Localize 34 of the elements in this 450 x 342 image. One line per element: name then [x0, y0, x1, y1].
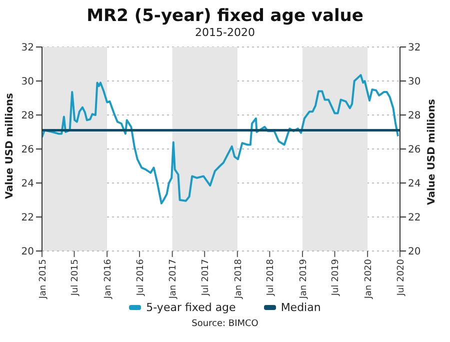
y-axis-title: Value USD millions: [4, 93, 16, 199]
y-tick-label: 26: [21, 144, 34, 156]
y-tick-label: 32: [21, 42, 34, 54]
y2-axis-title: Value USD millions: [426, 98, 438, 205]
y2-tick-label: 28: [408, 110, 421, 122]
x-tick-label: Jul 2016: [136, 258, 146, 297]
x-tick-label: Jan 2017: [168, 259, 179, 300]
x-tick-label: Jul 2018: [266, 258, 276, 297]
y2-tick-label: 30: [408, 76, 421, 88]
y2-tick-label: 22: [408, 212, 421, 224]
chart-title: MR2 (5-year) fixed age value: [86, 6, 364, 26]
legend-label: Median: [280, 301, 321, 314]
y-tick-label: 24: [21, 178, 34, 190]
y2-tick-label: 20: [408, 246, 421, 258]
x-tick-label: Jan 2018: [234, 258, 244, 300]
x-tick-label: Jan 2016: [103, 258, 114, 300]
y-tick-label: 20: [21, 246, 34, 258]
x-tick-label: Jul 2017: [200, 259, 211, 297]
y2-tick-label: 32: [408, 42, 421, 54]
y2-tick-label: 26: [408, 144, 421, 156]
x-tick-label: Jan 2015: [38, 259, 48, 300]
y-tick-label: 28: [21, 110, 34, 122]
x-tick-label: Jan 2020: [364, 258, 374, 300]
x-tick-label: Jul 2015: [70, 259, 81, 297]
chart-subtitle: 2015-2020: [194, 26, 256, 39]
source-note: Source: BIMCO: [190, 319, 260, 329]
legend-label: 5-year fixed age: [146, 301, 236, 314]
y-tick-label: 30: [21, 76, 34, 88]
y-tick-label: 22: [21, 212, 34, 224]
x-tick-label: Jul 2020: [396, 258, 406, 297]
x-tick-label: Jan 2019: [298, 258, 309, 300]
x-tick-label: Jul 2019: [331, 258, 342, 297]
line-series: [42, 74, 400, 204]
y2-tick-label: 24: [408, 178, 421, 190]
